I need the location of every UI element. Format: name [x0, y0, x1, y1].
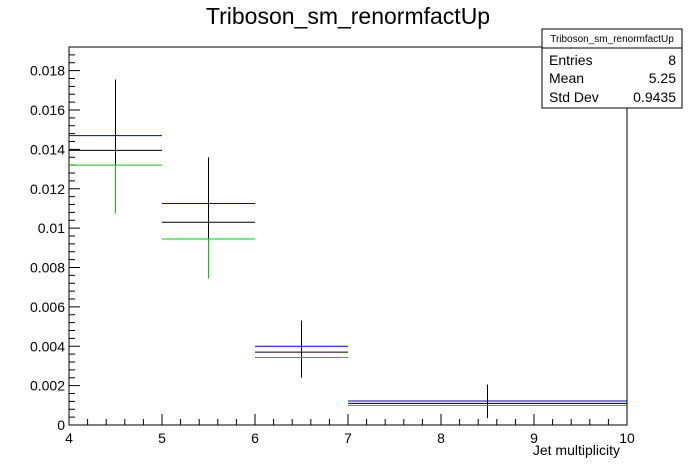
y-tick-label: 0.004 — [30, 338, 65, 354]
chart-title: Triboson_sm_renormfactUp — [206, 3, 490, 29]
stats-box: Triboson_sm_renormfactUp Entries 8 Mean … — [541, 28, 683, 109]
x-tick-label: 10 — [619, 430, 635, 446]
y-axis: 0 0.002 0.004 0.006 0.008 0.01 0.012 0.014 0.016… — [30, 46, 80, 433]
x-axis: 4 5 6 7 8 9 10 — [65, 414, 635, 446]
series-1 — [69, 135, 627, 402]
series-0 — [69, 79, 627, 419]
stats-stddev-label: Std Dev — [549, 89, 599, 105]
y-tick-label: 0.008 — [30, 260, 65, 276]
stats-mean-label: Mean — [549, 70, 584, 86]
y-tick-label: 0 — [57, 417, 65, 433]
x-tick-label: 6 — [251, 430, 259, 446]
y-tick-label: 0.014 — [30, 141, 65, 157]
y-tick-label: 0.01 — [38, 220, 65, 236]
x-tick-label: 9 — [530, 430, 538, 446]
y-tick-label: 0.002 — [30, 378, 65, 394]
stats-entries-label: Entries — [549, 52, 593, 68]
stats-stddev-value: 0.9435 — [633, 89, 676, 105]
y-tick-label: 0.012 — [30, 181, 65, 197]
y-tick-label: 0.018 — [30, 63, 65, 79]
y-tick-label: 0.006 — [30, 299, 65, 315]
x-axis-label: Jet multiplicity — [533, 442, 620, 458]
series-2 — [69, 164, 627, 406]
x-tick-label: 4 — [65, 430, 73, 446]
x-tick-label: 7 — [344, 430, 352, 446]
stats-entries-value: 8 — [668, 52, 676, 68]
stats-mean-value: 5.25 — [649, 70, 676, 86]
stats-box-frame — [541, 28, 683, 109]
x-tick-label: 5 — [158, 430, 166, 446]
y-tick-label: 0.016 — [30, 102, 65, 118]
x-tick-label: 8 — [437, 430, 445, 446]
stats-box-title: Triboson_sm_renormfactUp — [550, 34, 674, 45]
data-series — [69, 79, 627, 419]
